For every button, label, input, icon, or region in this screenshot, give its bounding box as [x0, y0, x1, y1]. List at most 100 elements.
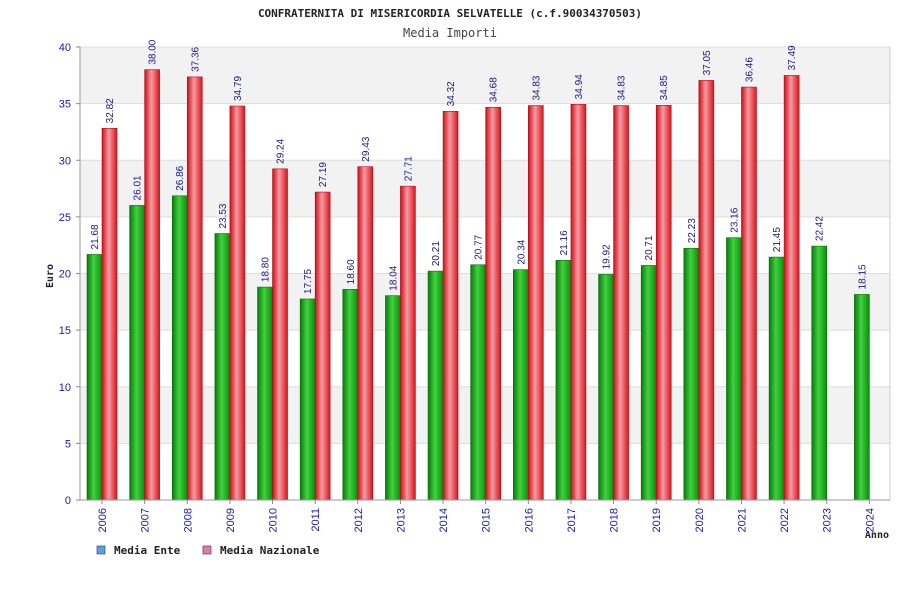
data-label: 34.85	[659, 75, 670, 100]
bar-media-ente-2008	[171, 195, 188, 501]
legend-label-media-ente: Media Ente	[114, 544, 181, 557]
x-tick-label: 2020	[694, 508, 706, 532]
bar-media-ente-2018	[598, 274, 614, 501]
bar-media-nazionale-2012	[357, 166, 374, 501]
data-label: 34.83	[617, 75, 628, 100]
x-tick-label: 2010	[268, 508, 280, 532]
bar-media-ente-2019	[640, 265, 657, 501]
bar-media-nazionale-2007	[144, 69, 160, 501]
data-label: 18.60	[346, 259, 357, 284]
data-label: 20.34	[516, 239, 527, 264]
bar-media-nazionale-2022	[783, 75, 800, 501]
data-label: 36.46	[744, 57, 755, 82]
bar-media-ente-2007	[129, 205, 145, 501]
x-axis: 2006 2007 2008 2009 2010 2011 2012 2013 2014 2015…	[80, 499, 890, 532]
bar-media-ente-2022	[768, 256, 785, 501]
data-label: 34.32	[446, 81, 457, 106]
x-tick-label: 2011	[310, 508, 322, 532]
legend-label-media-nazionale: Media Nazionale	[220, 544, 320, 557]
data-label: 37.05	[702, 50, 713, 75]
data-label: 29.24	[276, 138, 287, 163]
bar-media-ente-2023	[811, 245, 828, 501]
bar-media-nazionale-2021	[741, 86, 757, 501]
y-tick-label: 15	[59, 325, 71, 337]
x-tick-label: 2024	[864, 508, 876, 532]
data-label: 22.42	[815, 216, 826, 241]
bar-media-nazionale-2009	[229, 105, 246, 501]
data-label: 18.80	[261, 257, 272, 282]
bar-media-nazionale-2010	[272, 168, 288, 501]
bar-media-ente-2024	[854, 294, 870, 501]
bars: 21.68 32.82 26.01 38.00 26.86 37.36 23.53 34.79…	[86, 39, 870, 501]
data-label: 27.71	[403, 156, 414, 181]
data-label: 26.86	[175, 165, 186, 190]
y-tick-label: 30	[59, 155, 71, 167]
x-tick-label: 2017	[566, 508, 578, 532]
x-tick-label: 2009	[225, 508, 237, 532]
data-label: 34.68	[489, 77, 500, 102]
bar-media-nazionale-2006	[101, 128, 118, 501]
bar-media-nazionale-2014	[442, 111, 459, 501]
y-tick-label: 0	[65, 495, 71, 507]
legend: Media Ente Media Nazionale	[96, 544, 320, 557]
chart-subtitle: Media Importi	[403, 26, 497, 40]
x-tick-label: 2013	[395, 508, 407, 532]
bar-media-ente-2016	[513, 269, 529, 501]
bar-media-nazionale-2018	[613, 105, 629, 501]
y-tick-label: 35	[59, 99, 71, 111]
y-tick-label: 20	[59, 269, 71, 281]
data-label: 27.19	[318, 162, 329, 187]
bar-media-nazionale-2013	[400, 185, 416, 501]
x-tick-label: 2018	[609, 508, 621, 532]
data-label: 20.71	[644, 235, 655, 260]
bar-media-ente-2006	[86, 254, 103, 501]
bar-media-nazionale-2017	[570, 104, 587, 501]
bar-media-nazionale-2015	[485, 106, 501, 501]
bar-media-ente-2012	[342, 289, 359, 501]
bar-media-ente-2013	[385, 295, 401, 501]
x-tick-label: 2016	[523, 508, 535, 532]
x-tick-label: 2008	[182, 508, 194, 532]
x-tick-label: 2023	[822, 508, 834, 532]
legend-swatch-media-ente	[96, 545, 106, 555]
bar-media-nazionale-2016	[528, 105, 544, 501]
x-tick-label: 2014	[438, 508, 450, 532]
data-label: 22.23	[687, 218, 698, 243]
y-tick-label: 25	[59, 212, 71, 224]
x-axis-label: Anno	[865, 530, 889, 541]
data-label: 18.15	[857, 264, 868, 289]
data-label: 18.04	[388, 265, 399, 290]
data-label: 32.82	[105, 98, 116, 123]
bar-media-ente-2020	[683, 247, 700, 501]
data-label: 29.43	[361, 136, 372, 161]
data-label: 21.68	[90, 224, 101, 249]
bar-media-ente-2011	[299, 298, 316, 501]
data-label: 37.36	[190, 46, 201, 71]
data-label: 34.94	[574, 74, 585, 99]
bar-media-ente-2010	[257, 286, 273, 501]
data-label: 23.16	[729, 207, 740, 232]
bar-media-nazionale-2008	[186, 76, 203, 501]
y-tick-label: 10	[59, 382, 71, 394]
data-label: 38.00	[148, 39, 159, 64]
bar-media-nazionale-2020	[698, 80, 715, 501]
data-label: 34.79	[233, 76, 244, 101]
x-tick-label: 2019	[651, 508, 663, 532]
y-tick-label: 5	[65, 438, 71, 450]
bar-media-ente-2014	[427, 270, 444, 501]
bar-media-ente-2015	[470, 264, 486, 501]
data-label: 20.77	[474, 234, 485, 259]
x-tick-label: 2007	[140, 508, 152, 532]
legend-swatch-media-nazionale	[202, 545, 212, 555]
data-label: 26.01	[133, 175, 144, 200]
data-label: 20.21	[431, 241, 442, 266]
data-label: 19.92	[602, 244, 613, 269]
bar-media-ente-2009	[214, 233, 231, 501]
chart-title: CONFRATERNITA DI MISERICORDIA SELVATELLE…	[258, 7, 642, 20]
x-tick-label: 2012	[353, 508, 365, 532]
data-label: 21.45	[772, 227, 783, 252]
y-axis: 0 5 10 15 20 25 30 35 40	[59, 42, 891, 507]
bar-media-ente-2021	[726, 237, 742, 501]
data-label: 37.49	[787, 45, 798, 70]
